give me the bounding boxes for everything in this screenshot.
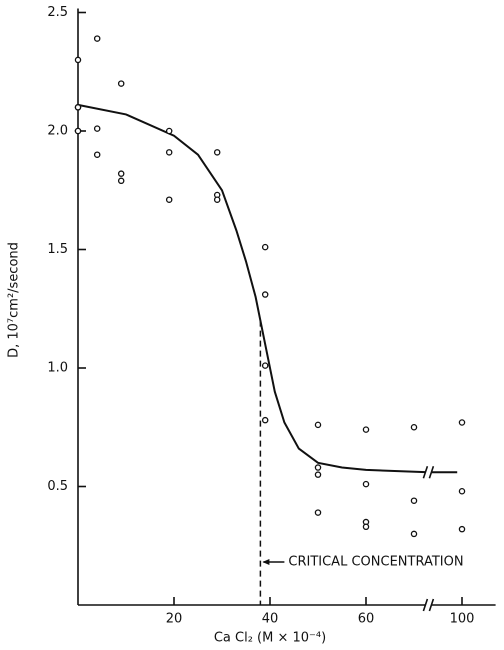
data-point <box>74 127 82 135</box>
data-point <box>314 471 322 478</box>
data-point <box>93 151 101 158</box>
data-point <box>458 487 466 495</box>
data-point <box>362 480 370 488</box>
x-axis-label: Ca Cl₂ (M × 10⁻⁴) <box>214 631 326 646</box>
data-point <box>165 149 173 156</box>
data-point <box>261 243 269 251</box>
data-point <box>93 125 101 132</box>
break-gap <box>425 467 432 478</box>
data-point <box>117 177 125 185</box>
y-axis-label: D, 10⁷cm²/second <box>7 242 22 358</box>
data-point <box>314 421 322 429</box>
data-point <box>213 149 221 156</box>
data-point <box>410 530 418 538</box>
break-mark <box>428 598 435 612</box>
data-point <box>362 523 370 531</box>
data-point <box>261 362 269 369</box>
data-point <box>410 497 418 504</box>
data-point <box>458 419 466 426</box>
arrow-head <box>262 559 270 565</box>
data-point <box>261 291 269 298</box>
break-mark <box>422 598 429 612</box>
break-gap <box>425 600 432 610</box>
y-tick-label: 0.5 <box>47 479 68 494</box>
data-point <box>165 196 173 203</box>
break-mark <box>428 466 435 479</box>
data-point <box>458 525 466 533</box>
annotation: CRITICAL CONCENTRATION <box>288 555 463 570</box>
data-point <box>165 127 173 135</box>
data-point <box>314 509 322 516</box>
data-point <box>314 464 322 471</box>
break-mark <box>422 466 429 479</box>
data-point <box>93 35 101 42</box>
data-point <box>117 170 125 177</box>
y-tick-label: 2.5 <box>47 5 68 20</box>
fit-curve <box>77 103 458 474</box>
y-tick-label: 1.5 <box>47 242 68 257</box>
data-point <box>74 56 82 64</box>
data-point <box>213 196 221 203</box>
y-tick-label: 1.0 <box>47 361 68 376</box>
x-tick-label: 40 <box>262 612 279 627</box>
y-tick-label: 2.0 <box>47 124 68 139</box>
data-point <box>362 426 370 433</box>
x-tick-label: 60 <box>358 612 375 627</box>
x-tick-label: 20 <box>166 612 183 627</box>
x-tick-label: 100 <box>450 612 475 627</box>
data-point <box>410 423 418 431</box>
data-point <box>74 104 82 111</box>
data-point <box>117 80 125 87</box>
data-point <box>261 416 269 424</box>
